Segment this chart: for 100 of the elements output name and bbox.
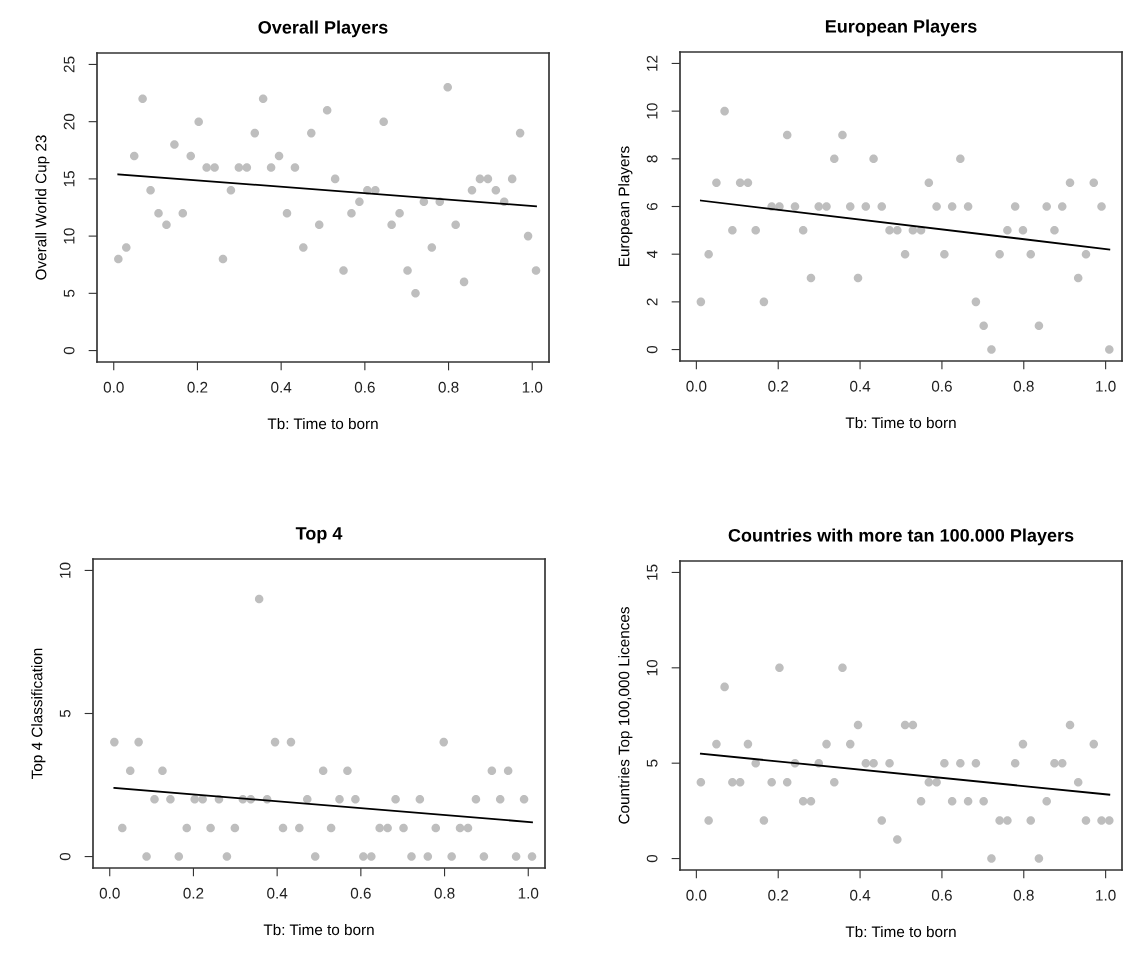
point: [743, 178, 753, 187]
point: [696, 777, 706, 787]
y-tick-label: 10: [59, 562, 71, 578]
point: [335, 795, 344, 804]
point: [431, 823, 441, 833]
y-tick-label: 4: [646, 250, 658, 259]
x-tick-label: 0.6: [931, 380, 952, 392]
point: [720, 682, 729, 692]
x-tick-label: 0.8: [1013, 889, 1034, 901]
point: [1018, 226, 1028, 235]
point: [845, 739, 855, 749]
point: [877, 816, 887, 825]
point: [527, 852, 537, 861]
point: [1034, 854, 1044, 863]
point: [963, 797, 973, 806]
point: [387, 220, 396, 229]
point: [515, 128, 525, 138]
point: [314, 220, 324, 229]
y-tick-label: 5: [59, 709, 71, 718]
point: [1057, 758, 1067, 768]
point: [900, 249, 910, 259]
point: [222, 852, 232, 861]
point: [798, 797, 808, 806]
point: [162, 220, 171, 229]
x-tick-label: 0.6: [350, 887, 371, 899]
x-tick-label: 1.0: [1096, 380, 1116, 392]
y-axis-title: Overall World Cup 23: [35, 135, 50, 280]
point: [877, 202, 887, 211]
x-tick-label: 0.6: [354, 381, 375, 393]
point: [806, 273, 816, 283]
point: [1089, 178, 1099, 187]
point: [814, 202, 824, 211]
x-tick-label: 0.8: [434, 887, 455, 899]
point: [407, 852, 416, 861]
point: [908, 226, 918, 235]
x-tick-label: 1.0: [518, 887, 539, 899]
y-axis-title: Countries Top 100,000 Licences: [618, 607, 633, 824]
point: [343, 766, 352, 775]
point: [932, 777, 941, 787]
point: [190, 795, 199, 804]
point: [1003, 226, 1012, 235]
point: [971, 297, 981, 307]
point: [712, 739, 721, 749]
y-tick-label: 25: [63, 56, 75, 73]
point: [379, 117, 388, 126]
point: [375, 823, 384, 833]
point: [1042, 202, 1051, 211]
x-tick-label: 0.0: [103, 381, 124, 393]
point: [1057, 202, 1067, 211]
point: [932, 202, 941, 211]
point: [1097, 816, 1106, 825]
point: [210, 163, 219, 172]
y-tick-label: 10: [63, 228, 75, 244]
point: [286, 737, 296, 747]
point: [230, 823, 240, 833]
point: [838, 663, 847, 673]
point: [278, 823, 288, 833]
x-axis-title: Tb: Time to born: [267, 417, 378, 430]
point: [1065, 178, 1075, 187]
point: [987, 854, 996, 863]
point: [1010, 758, 1020, 768]
y-tick-label: 12: [646, 55, 658, 71]
point: [1073, 273, 1083, 283]
point: [322, 105, 332, 115]
point: [900, 720, 910, 730]
x-axis-title: Tb: Time to born: [845, 925, 956, 938]
x-tick-label: 0.6: [931, 889, 952, 901]
point: [134, 737, 143, 747]
point: [202, 163, 211, 172]
point: [704, 816, 713, 825]
y-tick-label: 10: [646, 659, 658, 676]
y-axis-title: European Players: [618, 146, 633, 266]
point: [254, 594, 264, 604]
point: [853, 273, 863, 283]
y-tick-label: 5: [646, 759, 658, 767]
point: [129, 151, 139, 161]
point: [451, 220, 460, 229]
y-tick-label: 8: [646, 155, 658, 163]
point: [359, 852, 368, 861]
point: [198, 795, 207, 804]
point: [495, 795, 505, 804]
point: [885, 758, 894, 768]
point: [861, 202, 871, 211]
x-tick-label: 1.0: [1096, 889, 1116, 901]
point: [893, 835, 902, 844]
point: [347, 208, 356, 218]
point: [467, 186, 477, 195]
point: [339, 266, 348, 275]
point: [114, 254, 123, 264]
x-tick-label: 1.0: [522, 381, 543, 393]
point: [735, 777, 745, 787]
point: [403, 266, 412, 275]
point: [351, 795, 360, 804]
x-tick-label: 0.2: [187, 381, 208, 393]
y-tick-label: 0: [646, 854, 658, 863]
point: [1105, 345, 1114, 354]
point: [1026, 816, 1036, 825]
point: [206, 823, 215, 833]
point: [782, 130, 792, 140]
y-tick-label: 2: [646, 298, 658, 306]
